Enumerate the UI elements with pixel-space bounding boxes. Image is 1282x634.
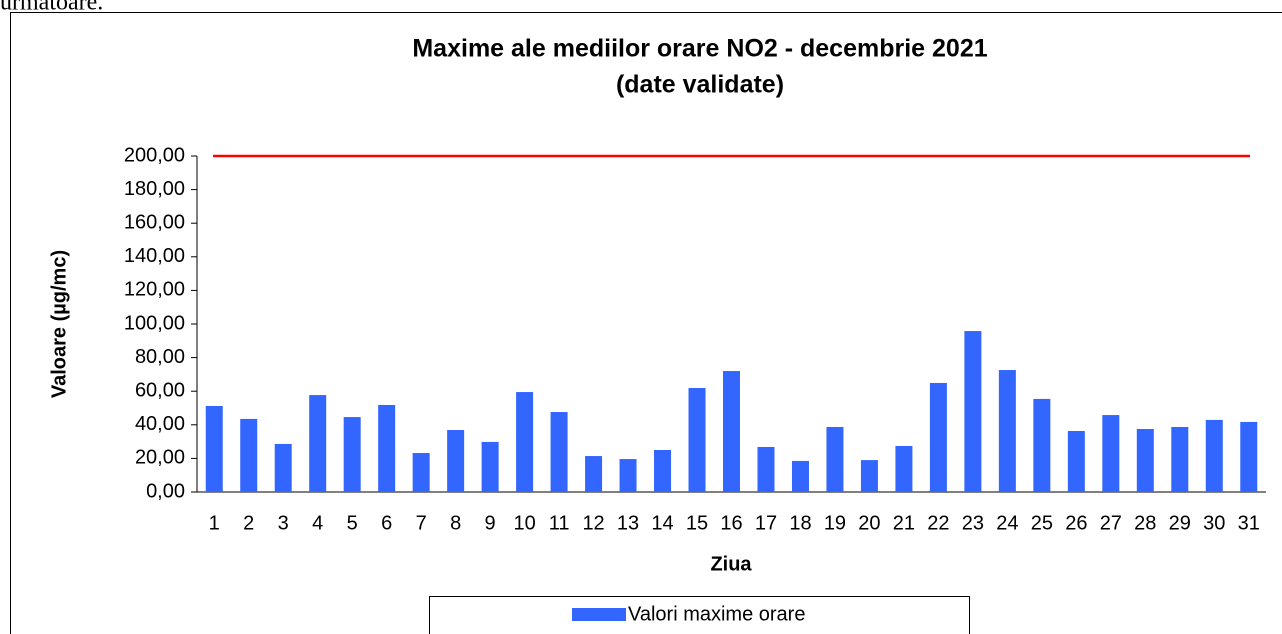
x-tick-label: 13 (617, 512, 639, 534)
y-tick-label: 140,00 (124, 245, 185, 267)
chart-title: Maxime ale mediilor orare NO2 - decembri… (412, 35, 987, 63)
x-tick-label: 17 (755, 512, 777, 534)
bar (1033, 398, 1051, 492)
x-tick-label: 2 (243, 512, 254, 534)
x-tick-label: 29 (1169, 512, 1191, 534)
bar (550, 412, 568, 492)
bar (1136, 429, 1154, 492)
x-tick-label: 26 (1065, 512, 1087, 534)
bar (378, 404, 396, 492)
bar (1205, 419, 1223, 492)
x-tick-label: 30 (1203, 512, 1225, 534)
bar (860, 460, 878, 492)
legend-swatch (572, 608, 626, 621)
x-tick-label: 18 (789, 512, 811, 534)
x-tick-label: 14 (651, 512, 673, 534)
bar (1171, 426, 1189, 492)
x-tick-label: 8 (450, 512, 461, 534)
y-tick-label: 100,00 (124, 312, 185, 334)
bar (585, 456, 603, 492)
x-tick-label: 23 (962, 512, 984, 534)
x-tick-label: 20 (858, 512, 880, 534)
bar (998, 370, 1016, 492)
bar (895, 445, 913, 492)
y-tick-label: 80,00 (135, 346, 185, 368)
bar (240, 418, 258, 492)
bar (964, 331, 982, 492)
y-tick-label: 60,00 (135, 379, 185, 401)
x-tick-label: 6 (381, 512, 392, 534)
bar (619, 459, 637, 492)
bar (412, 453, 430, 492)
bar (791, 460, 809, 492)
bar (343, 417, 361, 492)
y-tick-label: 200,00 (124, 144, 185, 166)
x-tick-label: 19 (824, 512, 846, 534)
y-tick-label: 20,00 (135, 447, 185, 469)
bar (1067, 431, 1085, 492)
x-tick-label: 25 (1031, 512, 1053, 534)
bar (1102, 415, 1120, 492)
legend (429, 596, 970, 634)
y-tick-label: 40,00 (135, 413, 185, 435)
bar (929, 382, 947, 492)
bar (447, 430, 465, 492)
y-tick-label: 120,00 (124, 279, 185, 301)
chart-frame (10, 12, 1282, 634)
x-tick-label: 15 (686, 512, 708, 534)
bar (309, 395, 327, 492)
x-tick-label: 21 (893, 512, 915, 534)
x-tick-label: 27 (1100, 512, 1122, 534)
x-tick-label: 7 (416, 512, 427, 534)
y-axis-label: Valoare (µg/mc) (48, 250, 70, 398)
x-tick-label: 22 (927, 512, 949, 534)
x-tick-label: 24 (996, 512, 1018, 534)
x-tick-label: 10 (513, 512, 535, 534)
x-tick-label: 9 (485, 512, 496, 534)
bar (1240, 421, 1258, 492)
x-tick-label: 31 (1238, 512, 1260, 534)
intro-text: următoare. (0, 0, 103, 16)
bar (654, 450, 672, 492)
x-axis-label: Ziua (710, 553, 752, 575)
bar (481, 441, 499, 492)
x-tick-label: 12 (582, 512, 604, 534)
x-tick-label: 28 (1134, 512, 1156, 534)
x-tick-label: 16 (720, 512, 742, 534)
x-tick-label: 1 (209, 512, 220, 534)
chart-subtitle: (date validate) (616, 71, 784, 99)
x-tick-label: 4 (312, 512, 323, 534)
bar (274, 443, 292, 492)
x-tick-label: 3 (278, 512, 289, 534)
bar (826, 426, 844, 492)
x-tick-label: 11 (549, 512, 570, 534)
bar (205, 405, 223, 492)
bar (516, 392, 534, 492)
y-tick-label: 180,00 (124, 178, 185, 200)
y-tick-label: 160,00 (124, 211, 185, 233)
bar (688, 388, 706, 492)
legend-label: Valori maxime orare (628, 603, 805, 625)
bar (723, 371, 740, 492)
x-tick-label: 5 (347, 512, 358, 534)
y-tick-label: 0,00 (146, 480, 185, 502)
bar (757, 446, 775, 492)
